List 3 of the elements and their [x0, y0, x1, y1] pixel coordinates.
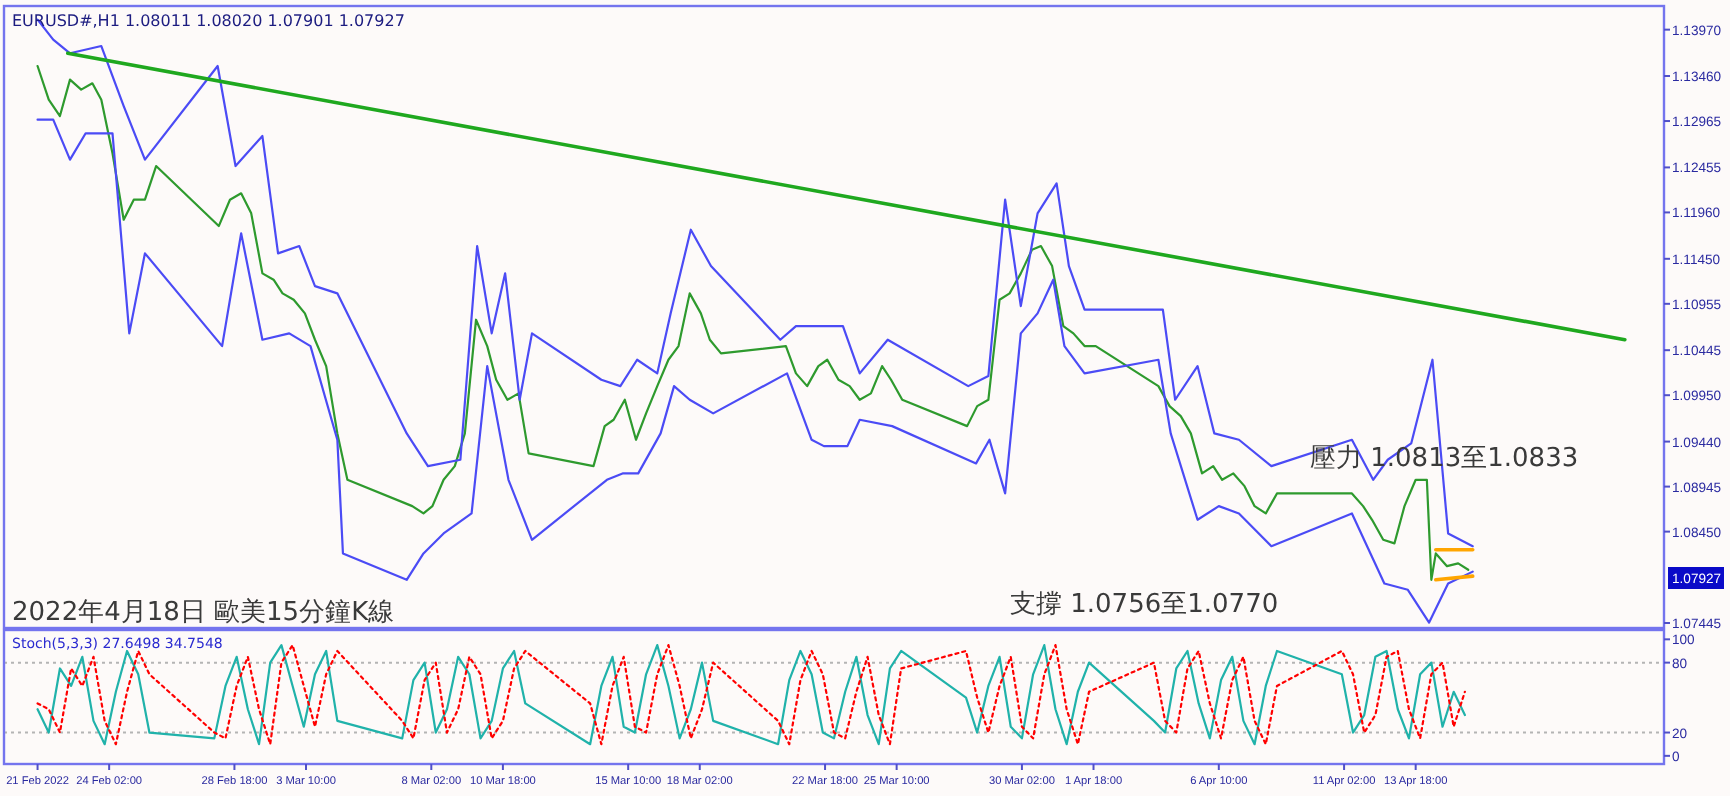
annotation: 2022年4月18日 歐美15分鐘K線 [12, 596, 395, 628]
annotation: 支撐 1.0756至1.0770 [1010, 590, 1279, 620]
chart-title: EURUSD#,H1 1.08011 1.08020 1.07901 1.07927 [12, 12, 405, 30]
